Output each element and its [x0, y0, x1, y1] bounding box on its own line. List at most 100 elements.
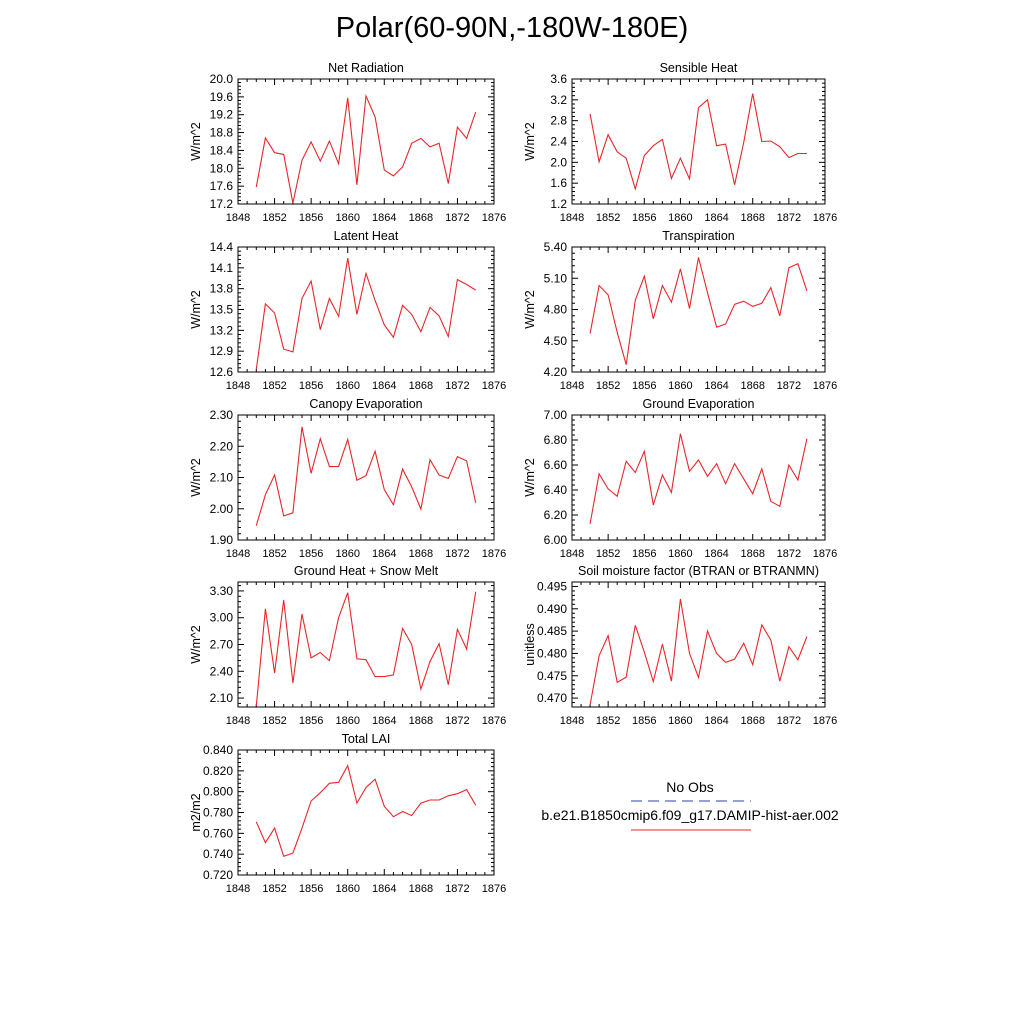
- y-tick-label: 0.800: [203, 785, 233, 799]
- y-tick-label: 1.6: [550, 176, 567, 190]
- panel-title: Canopy Evaporation: [309, 397, 422, 411]
- x-tick-label: 1852: [596, 715, 620, 727]
- y-tick-label: 0.495: [537, 579, 567, 593]
- plot-frame: [237, 581, 495, 708]
- y-tick-label: 6.20: [544, 508, 568, 522]
- plot-frame: [571, 78, 826, 205]
- y-axis-label: W/m^2: [523, 458, 537, 497]
- x-tick-label: 1876: [813, 212, 837, 224]
- x-tick-label: 1860: [335, 883, 359, 895]
- x-tick-label: 1868: [409, 715, 433, 727]
- x-tick-label: 1868: [740, 212, 764, 224]
- x-tick-label: 1876: [813, 715, 837, 727]
- x-tick-label: 1868: [409, 883, 433, 895]
- panel-title: Ground Evaporation: [643, 397, 755, 411]
- y-tick-label: 3.00: [210, 611, 234, 625]
- x-tick-label: 1848: [560, 380, 584, 392]
- x-tick-label: 1856: [299, 715, 323, 727]
- y-tick-label: 0.780: [203, 806, 233, 820]
- y-axis-label: m2/m2: [189, 793, 203, 831]
- panel-9: Total LAI m2/m2 1848 1852 1856 1860 1864 1868 18…: [189, 732, 506, 895]
- series-line: [255, 93, 477, 204]
- y-tick-label: 0.840: [203, 743, 233, 757]
- y-tick-label: 0.470: [537, 691, 567, 705]
- x-tick-label: 1876: [813, 548, 837, 560]
- x-tick-label: 1872: [445, 883, 469, 895]
- y-tick-label: 18.4: [210, 143, 234, 157]
- panel-2: Sensible Heat W/m^2 1848 1852 1856 1860 1864 18…: [523, 61, 837, 224]
- y-tick-label: 4.50: [544, 334, 568, 348]
- panel-5: Canopy Evaporation W/m^2 1848 1852 1856 1860 1…: [189, 397, 506, 560]
- plot-frame: [571, 414, 826, 541]
- y-tick-label: 4.80: [544, 303, 568, 317]
- panel-title: Soil moisture factor (BTRAN or BTRANMN): [578, 564, 819, 578]
- series-line: [589, 93, 807, 191]
- x-tick-label: 1864: [704, 212, 728, 224]
- y-tick-label: 13.8: [210, 282, 234, 296]
- series-line: [589, 598, 808, 705]
- y-tick-label: 2.8: [550, 114, 567, 128]
- x-tick-label: 1876: [482, 883, 506, 895]
- y-tick-label: 7.00: [544, 408, 568, 422]
- x-tick-label: 1872: [445, 212, 469, 224]
- legend-label-model: b.e21.B1850cmip6.f09_g17.DAMIP-hist-aer.…: [541, 807, 839, 823]
- x-tick-label: 1848: [560, 548, 584, 560]
- x-tick-label: 1856: [632, 380, 656, 392]
- x-tick-label: 1876: [482, 380, 506, 392]
- x-tick-label: 1872: [777, 212, 801, 224]
- x-tick-label: 1860: [335, 212, 359, 224]
- x-tick-label: 1868: [409, 212, 433, 224]
- y-tick-label: 3.2: [550, 93, 567, 107]
- x-tick-label: 1860: [668, 212, 692, 224]
- x-tick-label: 1848: [560, 715, 584, 727]
- x-tick-label: 1860: [668, 548, 692, 560]
- panel-8: Soil moisture factor (BTRAN or BTRANMN) u…: [523, 564, 837, 727]
- x-tick-label: 1848: [560, 212, 584, 224]
- series-line: [255, 258, 476, 370]
- x-tick-label: 1864: [372, 883, 396, 895]
- y-tick-label: 2.30: [210, 408, 234, 422]
- y-tick-label: 0.485: [537, 624, 567, 638]
- x-tick-label: 1864: [704, 548, 728, 560]
- series-line: [255, 591, 477, 707]
- x-tick-label: 1872: [777, 380, 801, 392]
- x-tick-label: 1876: [813, 380, 837, 392]
- x-tick-label: 1864: [372, 380, 396, 392]
- x-tick-label: 1852: [262, 212, 286, 224]
- panel-4: Transpiration W/m^2 1848 1852 1856 1860 1864 18…: [523, 229, 837, 392]
- y-tick-label: 2.70: [210, 638, 234, 652]
- plot-frame: [571, 246, 826, 373]
- series-line: [589, 433, 808, 524]
- x-tick-label: 1872: [777, 715, 801, 727]
- legend-label-obs: No Obs: [666, 779, 714, 795]
- x-tick-label: 1860: [335, 715, 359, 727]
- panel-title: Latent Heat: [334, 229, 399, 243]
- x-tick-label: 1852: [262, 380, 286, 392]
- x-tick-label: 1848: [226, 548, 250, 560]
- y-tick-label: 0.490: [537, 602, 567, 616]
- panel-title: Sensible Heat: [660, 61, 738, 75]
- y-tick-label: 3.30: [210, 584, 234, 598]
- y-tick-label: 6.60: [544, 458, 568, 472]
- y-tick-label: 12.9: [210, 344, 234, 358]
- plot-frame: [237, 414, 495, 541]
- y-tick-label: 1.2: [550, 197, 567, 211]
- x-tick-label: 1864: [704, 715, 728, 727]
- x-tick-label: 1876: [482, 715, 506, 727]
- panel-title: Net Radiation: [328, 61, 404, 75]
- panel-title: Total LAI: [342, 732, 391, 746]
- y-tick-label: 2.4: [550, 135, 567, 149]
- y-tick-label: 17.2: [210, 197, 234, 211]
- x-tick-label: 1876: [482, 548, 506, 560]
- x-tick-label: 1848: [226, 883, 250, 895]
- x-tick-label: 1868: [740, 548, 764, 560]
- y-tick-label: 14.1: [210, 261, 234, 275]
- x-tick-label: 1856: [632, 212, 656, 224]
- y-tick-label: 4.20: [544, 365, 568, 379]
- x-tick-label: 1848: [226, 715, 250, 727]
- y-axis-label: W/m^2: [189, 122, 203, 161]
- y-axis-label: W/m^2: [189, 290, 203, 329]
- x-tick-label: 1872: [445, 380, 469, 392]
- x-tick-label: 1856: [299, 380, 323, 392]
- y-tick-label: 19.2: [210, 108, 234, 122]
